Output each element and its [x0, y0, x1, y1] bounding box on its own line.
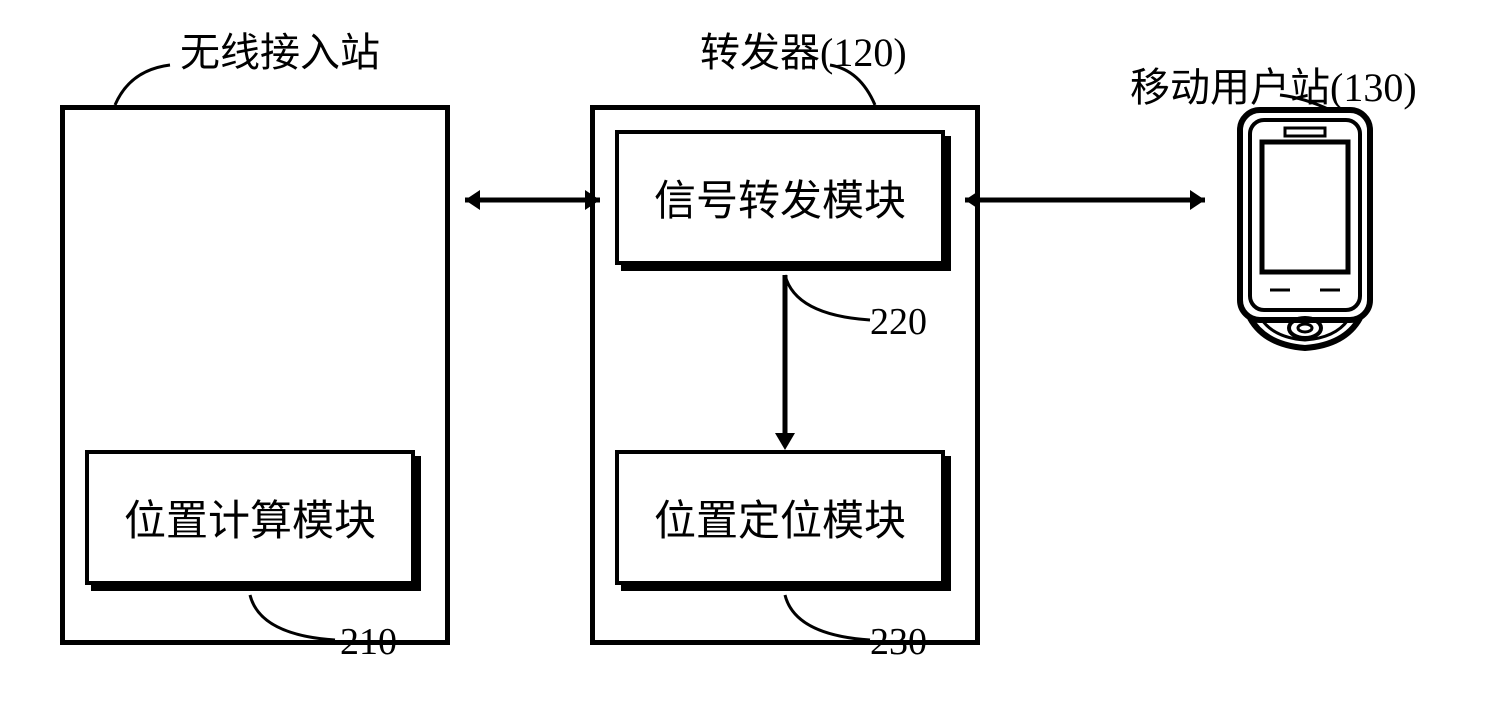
- ref210-leader: [245, 590, 345, 650]
- arrow-relay-to-locate: [765, 270, 805, 455]
- ref-230: 230: [870, 620, 927, 664]
- pos-calc-module: 位置计算模块: [85, 450, 415, 585]
- pos-locate-module: 位置定位模块: [615, 450, 945, 585]
- ras-leader: [110, 60, 230, 110]
- mss-device-icon: [1220, 100, 1390, 360]
- sig-relay-module: 信号转发模块: [615, 130, 945, 265]
- repeater-leader: [780, 60, 880, 110]
- arrow-ras-to-relay: [450, 180, 615, 220]
- ref-220: 220: [870, 300, 927, 344]
- arrow-relay-to-mss: [950, 180, 1220, 220]
- ref-210: 210: [340, 620, 397, 664]
- ref230-leader: [780, 590, 880, 650]
